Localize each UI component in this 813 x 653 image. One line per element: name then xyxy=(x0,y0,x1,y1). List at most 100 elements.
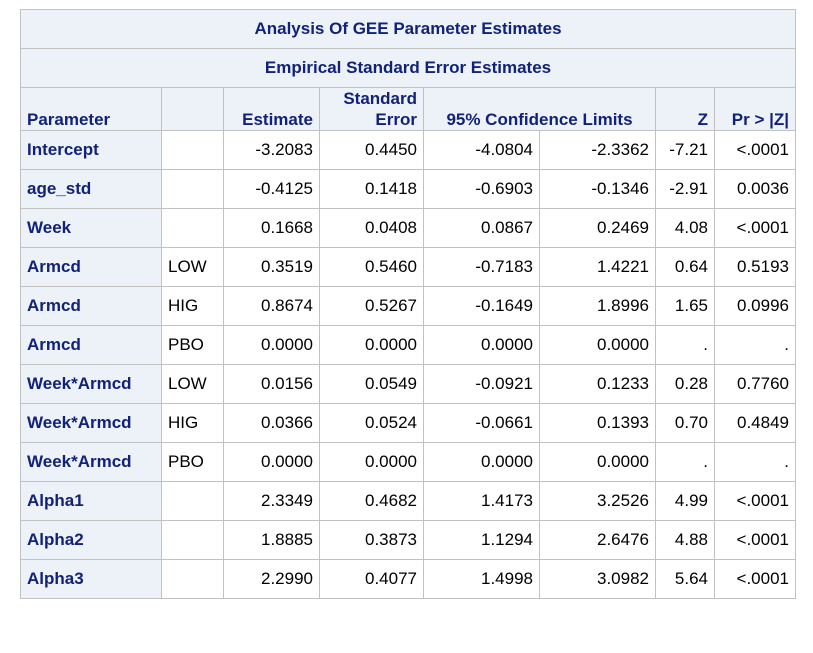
table-row: Armcd HIG 0.8674 0.5267 -0.1649 1.8996 1.65 0.0… xyxy=(20,286,796,326)
cell-standard-error: 0.5267 xyxy=(319,286,424,326)
cell-standard-error: 0.4682 xyxy=(319,481,424,521)
table-row: Week*Armcd HIG 0.0366 0.0524 -0.0661 0.1393 0.… xyxy=(20,403,796,443)
cell-parameter: Week*Armcd xyxy=(20,403,162,443)
table-row: Alpha1 2.3349 0.4682 1.4173 3.2526 4.99 <.0001 xyxy=(20,481,796,521)
cell-standard-error: 0.0524 xyxy=(319,403,424,443)
cell-z: 0.70 xyxy=(655,403,715,443)
cell-p-value: . xyxy=(714,442,796,482)
table-row: Armcd PBO 0.0000 0.0000 0.0000 0.0000.. xyxy=(20,325,796,365)
cell-parameter: Week*Armcd xyxy=(20,364,162,404)
cell-upper-limit: 3.2526 xyxy=(539,481,656,521)
table-row: Week*Armcd PBO 0.0000 0.0000 0.0000 0.0000.. xyxy=(20,442,796,482)
cell-upper-limit: -0.1346 xyxy=(539,169,656,209)
cell-z: -7.21 xyxy=(655,130,715,170)
col-header-level xyxy=(161,87,224,131)
cell-lower-limit: 0.0000 xyxy=(423,325,540,365)
cell-parameter: Alpha2 xyxy=(20,520,162,560)
col-header-estimate: Estimate xyxy=(223,87,320,131)
cell-z: . xyxy=(655,325,715,365)
col-header-p-value: Pr > |Z| xyxy=(714,87,796,131)
cell-level xyxy=(161,130,224,170)
cell-level xyxy=(161,520,224,560)
cell-estimate: 0.0366 xyxy=(223,403,320,443)
cell-p-value: <.0001 xyxy=(714,559,796,599)
table-row: Week 0.1668 0.0408 0.0867 0.2469 4.08 <.0001 xyxy=(20,208,796,248)
table-row: Alpha2 1.8885 0.3873 1.1294 2.6476 4.88 <.0001 xyxy=(20,520,796,560)
cell-level: HIG xyxy=(161,403,224,443)
cell-lower-limit: -0.0661 xyxy=(423,403,540,443)
cell-z: 5.64 xyxy=(655,559,715,599)
cell-level xyxy=(161,481,224,521)
cell-z: 0.28 xyxy=(655,364,715,404)
cell-p-value: <.0001 xyxy=(714,130,796,170)
cell-z: 1.65 xyxy=(655,286,715,326)
col-header-standard-error-line2: Error xyxy=(375,110,417,129)
table-title-row: Analysis Of GEE Parameter Estimates xyxy=(20,9,796,49)
cell-upper-limit: 0.1393 xyxy=(539,403,656,443)
cell-parameter: Intercept xyxy=(20,130,162,170)
col-header-parameter: Parameter xyxy=(20,87,162,131)
cell-estimate: -0.4125 xyxy=(223,169,320,209)
cell-z: 4.99 xyxy=(655,481,715,521)
cell-lower-limit: 0.0867 xyxy=(423,208,540,248)
cell-p-value: 0.0036 xyxy=(714,169,796,209)
cell-upper-limit: 0.0000 xyxy=(539,442,656,482)
table-subtitle: Empirical Standard Error Estimates xyxy=(20,48,796,88)
cell-lower-limit: 1.4173 xyxy=(423,481,540,521)
cell-upper-limit: 0.2469 xyxy=(539,208,656,248)
cell-upper-limit: 2.6476 xyxy=(539,520,656,560)
cell-standard-error: 0.0000 xyxy=(319,325,424,365)
cell-z: 4.88 xyxy=(655,520,715,560)
cell-parameter: Armcd xyxy=(20,286,162,326)
cell-p-value: <.0001 xyxy=(714,481,796,521)
cell-parameter: Week xyxy=(20,208,162,248)
cell-p-value: 0.7760 xyxy=(714,364,796,404)
cell-z: . xyxy=(655,442,715,482)
cell-level xyxy=(161,169,224,209)
cell-parameter: Week*Armcd xyxy=(20,442,162,482)
cell-estimate: 0.8674 xyxy=(223,286,320,326)
cell-lower-limit: -0.7183 xyxy=(423,247,540,287)
cell-estimate: 2.2990 xyxy=(223,559,320,599)
cell-level xyxy=(161,208,224,248)
col-header-confidence-limits: 95% Confidence Limits xyxy=(423,87,656,131)
cell-parameter: Armcd xyxy=(20,247,162,287)
cell-lower-limit: 0.0000 xyxy=(423,442,540,482)
cell-p-value: 0.0996 xyxy=(714,286,796,326)
cell-level: PBO xyxy=(161,442,224,482)
cell-upper-limit: -2.3362 xyxy=(539,130,656,170)
cell-upper-limit: 0.1233 xyxy=(539,364,656,404)
table-subtitle-row: Empirical Standard Error Estimates xyxy=(20,48,796,88)
cell-estimate: 0.1668 xyxy=(223,208,320,248)
cell-level: LOW xyxy=(161,247,224,287)
gee-results-container: Analysis Of GEE Parameter Estimates Empi… xyxy=(20,9,796,599)
cell-upper-limit: 3.0982 xyxy=(539,559,656,599)
cell-upper-limit: 1.8996 xyxy=(539,286,656,326)
cell-p-value: . xyxy=(714,325,796,365)
col-header-standard-error: Standard Error xyxy=(319,87,424,131)
cell-lower-limit: 1.1294 xyxy=(423,520,540,560)
cell-estimate: 0.0000 xyxy=(223,442,320,482)
cell-z: 0.64 xyxy=(655,247,715,287)
cell-parameter: Alpha3 xyxy=(20,559,162,599)
cell-p-value: 0.4849 xyxy=(714,403,796,443)
cell-parameter: Armcd xyxy=(20,325,162,365)
gee-parameter-estimates-table: Analysis Of GEE Parameter Estimates Empi… xyxy=(20,9,796,599)
column-header-row: Parameter Estimate Standard Error 95% Con… xyxy=(20,87,796,131)
cell-upper-limit: 1.4221 xyxy=(539,247,656,287)
table-row: age_std -0.4125 0.1418 -0.6903 -0.1346 -2.91 0… xyxy=(20,169,796,209)
cell-standard-error: 0.0408 xyxy=(319,208,424,248)
table-row: Armcd LOW 0.3519 0.5460 -0.7183 1.4221 0.64 0.5… xyxy=(20,247,796,287)
cell-parameter: Alpha1 xyxy=(20,481,162,521)
table-row: Week*Armcd LOW 0.0156 0.0549 -0.0921 0.1233 0.… xyxy=(20,364,796,404)
cell-level xyxy=(161,559,224,599)
cell-standard-error: 0.0549 xyxy=(319,364,424,404)
cell-estimate: 1.8885 xyxy=(223,520,320,560)
cell-p-value: <.0001 xyxy=(714,520,796,560)
cell-lower-limit: 1.4998 xyxy=(423,559,540,599)
cell-estimate: 0.0000 xyxy=(223,325,320,365)
cell-p-value: 0.5193 xyxy=(714,247,796,287)
table-row: Alpha3 2.2990 0.4077 1.4998 3.0982 5.64 <.0001 xyxy=(20,559,796,599)
cell-level: HIG xyxy=(161,286,224,326)
cell-level: PBO xyxy=(161,325,224,365)
